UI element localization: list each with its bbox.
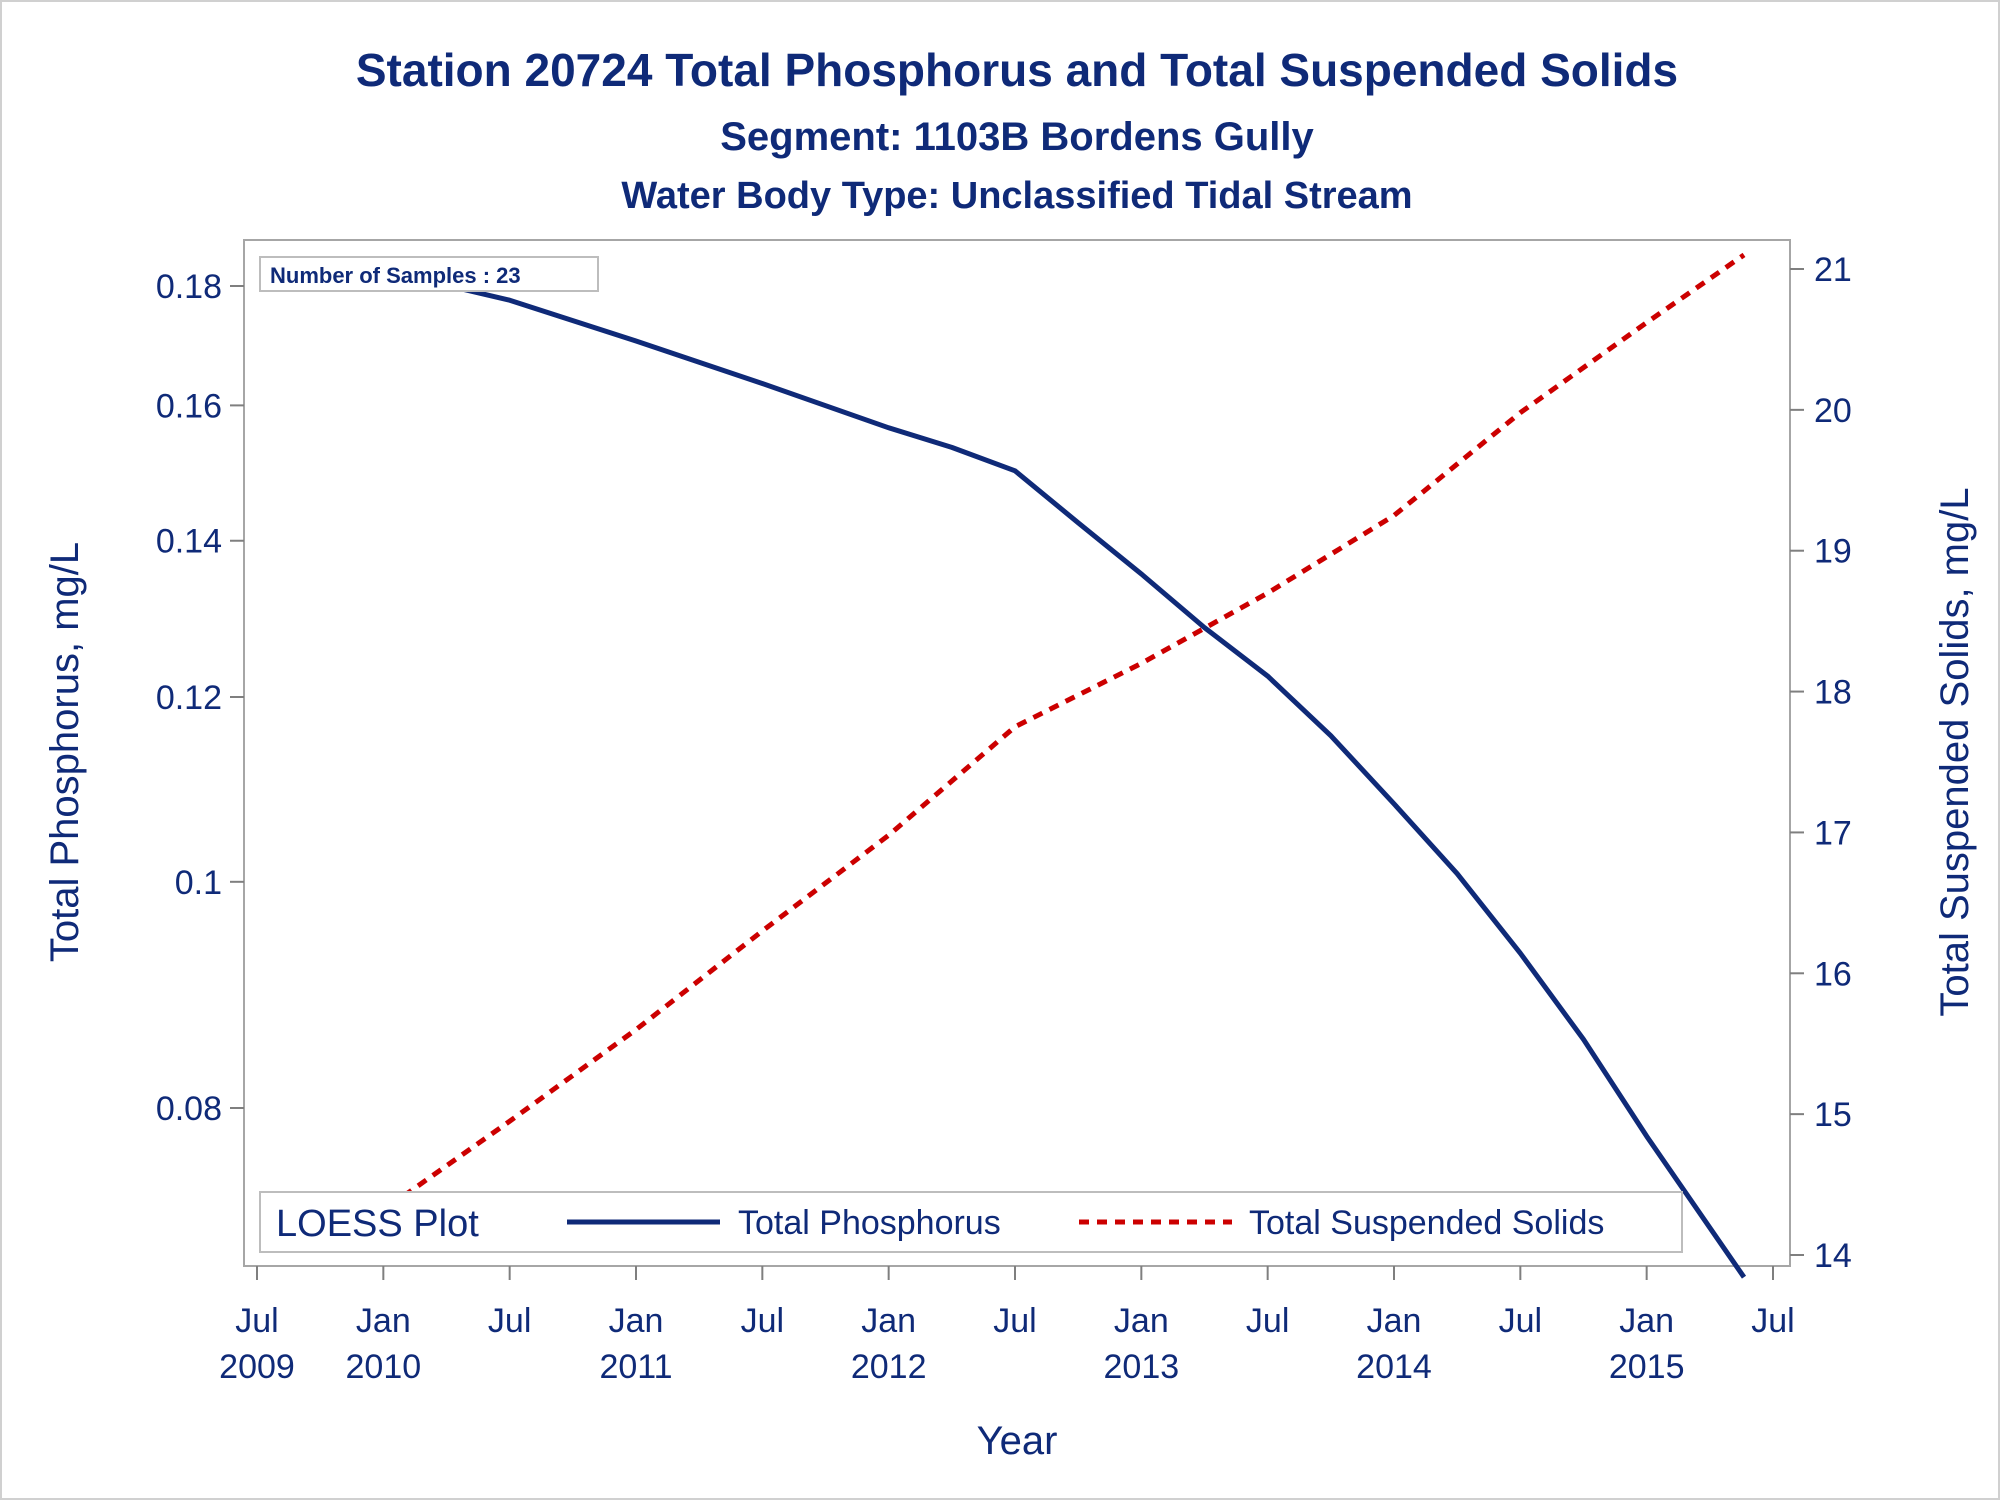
legend-label-total-suspended-solids: Total Suspended Solids <box>1249 1204 1604 1242</box>
y-left-tick-label: 0.18 <box>156 268 222 306</box>
sample-count-box <box>259 256 599 292</box>
y-right-tick-label: 17 <box>1814 814 1852 852</box>
y-axis-left-label: Total Phosphorus, mg/L <box>43 542 87 962</box>
y-left-tick-label: 0.16 <box>156 387 222 425</box>
x-tick-label-year: 2011 <box>599 1348 672 1386</box>
series-line-total-suspended-solids <box>328 252 1746 1251</box>
x-tick-label: Jul <box>488 1302 531 1340</box>
x-tick-label-year: 2009 <box>219 1348 295 1386</box>
chart-subtitle: Segment: 1103B Bordens Gully <box>720 115 1314 159</box>
axes-group: Jul 2009 Jan 2010 Jul Jan 2011 Jul Jan 2012 Jul Jan… <box>156 251 1852 1386</box>
y-right-tick-label: 15 <box>1814 1096 1852 1134</box>
x-tick-label: Jul <box>235 1302 278 1340</box>
y-left-tick-label: 0.08 <box>156 1090 222 1128</box>
sample-count-inset: Number of Samples : 23 <box>259 256 599 292</box>
y-axis-right-label: Total Suspended Solids, mg/L <box>1933 487 1977 1016</box>
x-tick-label: Jan <box>609 1302 664 1340</box>
y-right-tick-label: 20 <box>1814 392 1852 430</box>
x-tick-label: Jul <box>1246 1302 1289 1340</box>
y-right-tick-label: 14 <box>1814 1237 1852 1275</box>
x-tick-label: Jan <box>1114 1302 1169 1340</box>
x-tick-label: Jan <box>861 1302 916 1340</box>
x-axis-label: Year <box>977 1419 1058 1463</box>
x-tick-label: Jul <box>741 1302 784 1340</box>
x-tick-label-year: 2010 <box>346 1348 422 1386</box>
y-left-tick-label: 0.1 <box>175 864 222 902</box>
x-tick-label: Jul <box>1751 1302 1794 1340</box>
legend-title: LOESS Plot <box>276 1203 479 1245</box>
y-right-tick-label: 16 <box>1814 955 1852 993</box>
series-line-total-phosphorus <box>329 266 1747 1279</box>
x-tick-label: Jan <box>1619 1302 1674 1340</box>
x-tick-label: Jul <box>1499 1302 1542 1340</box>
x-tick-label-year: 2012 <box>851 1348 927 1386</box>
y-left-tick-label: 0.12 <box>156 679 222 717</box>
plot-area <box>243 239 1791 1267</box>
x-tick-label-year: 2014 <box>1356 1348 1432 1386</box>
y-left-tick-label: 0.14 <box>156 523 222 561</box>
x-tick-label: Jan <box>1367 1302 1422 1340</box>
y-right-tick-label: 18 <box>1814 674 1852 712</box>
chart-subtitle-2: Water Body Type: Unclassified Tidal Stre… <box>621 175 1412 217</box>
x-tick-label: Jul <box>993 1302 1036 1340</box>
series-group <box>328 252 1747 1279</box>
legend: LOESS Plot Total Phosphorus Total Suspen… <box>259 1191 1683 1253</box>
x-tick-label: Jan <box>356 1302 411 1340</box>
legend-box <box>259 1191 1683 1253</box>
y-right-tick-label: 21 <box>1814 251 1852 289</box>
chart-title: Station 20724 Total Phosphorus and Total… <box>356 44 1678 96</box>
y-right-tick-label: 19 <box>1814 533 1852 571</box>
x-tick-label-year: 2015 <box>1609 1348 1685 1386</box>
x-tick-label-year: 2013 <box>1104 1348 1180 1386</box>
sample-count-label: Number of Samples : 23 <box>270 263 521 288</box>
legend-label-total-phosphorus: Total Phosphorus <box>738 1204 1001 1242</box>
